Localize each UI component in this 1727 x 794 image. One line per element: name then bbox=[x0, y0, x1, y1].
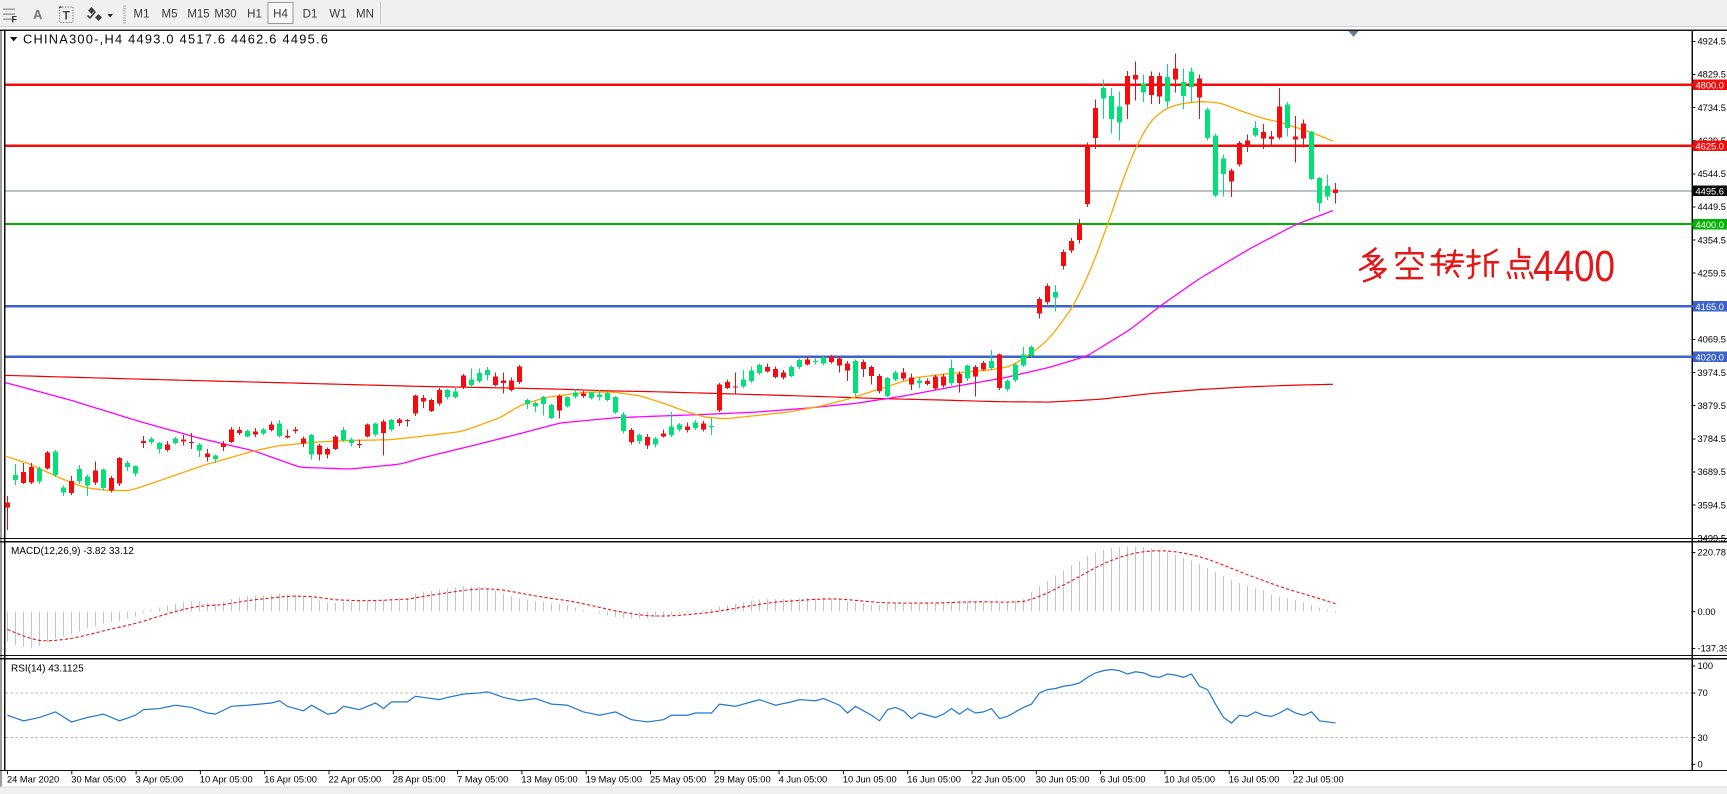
svg-text:0: 0 bbox=[1698, 760, 1703, 770]
svg-text:25 May 05:00: 25 May 05:00 bbox=[650, 775, 706, 785]
svg-text:4734.5: 4734.5 bbox=[1698, 103, 1726, 113]
svg-text:16 Jun 05:00: 16 Jun 05:00 bbox=[907, 775, 961, 785]
svg-text:30 Jun 05:00: 30 Jun 05:00 bbox=[1036, 775, 1090, 785]
svg-text:MN: MN bbox=[356, 9, 374, 21]
svg-text:M5: M5 bbox=[162, 9, 178, 21]
svg-text:4625.0: 4625.0 bbox=[1696, 141, 1724, 151]
svg-text:M1: M1 bbox=[134, 9, 150, 21]
svg-text:19 May 05:00: 19 May 05:00 bbox=[586, 775, 642, 785]
svg-text:70: 70 bbox=[1698, 688, 1708, 698]
svg-text:H1: H1 bbox=[247, 9, 262, 21]
svg-text:3499.5: 3499.5 bbox=[1698, 533, 1726, 543]
svg-text:4449.5: 4449.5 bbox=[1698, 202, 1726, 212]
svg-text:13 May 05:00: 13 May 05:00 bbox=[521, 775, 577, 785]
svg-text:3689.5: 3689.5 bbox=[1698, 467, 1726, 477]
svg-text:16 Jul 05:00: 16 Jul 05:00 bbox=[1229, 775, 1280, 785]
svg-text:F: F bbox=[12, 15, 18, 25]
svg-text:0.00: 0.00 bbox=[1698, 607, 1716, 617]
svg-text:W1: W1 bbox=[329, 9, 346, 21]
svg-text:22 Jun 05:00: 22 Jun 05:00 bbox=[972, 775, 1026, 785]
svg-text:4495.6: 4495.6 bbox=[1696, 186, 1724, 196]
svg-text:4069.5: 4069.5 bbox=[1698, 335, 1726, 345]
svg-text:29 May 05:00: 29 May 05:00 bbox=[714, 775, 770, 785]
svg-text:10 Apr 05:00: 10 Apr 05:00 bbox=[200, 775, 253, 785]
svg-text:4354.5: 4354.5 bbox=[1698, 235, 1726, 245]
svg-text:MACD(12,26,9) -3.82 33.12: MACD(12,26,9) -3.82 33.12 bbox=[11, 546, 134, 557]
svg-text:4400.0: 4400.0 bbox=[1696, 220, 1724, 230]
svg-text:22 Apr 05:00: 22 Apr 05:00 bbox=[329, 775, 382, 785]
svg-text:M30: M30 bbox=[214, 9, 236, 21]
svg-text:7 May 05:00: 7 May 05:00 bbox=[457, 775, 508, 785]
svg-text:10 Jul 05:00: 10 Jul 05:00 bbox=[1164, 775, 1215, 785]
svg-text:4 Jun 05:00: 4 Jun 05:00 bbox=[779, 775, 828, 785]
svg-text:3974.5: 3974.5 bbox=[1698, 368, 1726, 378]
svg-text:4020.0: 4020.0 bbox=[1696, 352, 1724, 362]
svg-text:30: 30 bbox=[1698, 733, 1708, 743]
svg-text:RSI(14) 43.1125: RSI(14) 43.1125 bbox=[11, 664, 84, 675]
svg-text:H4: H4 bbox=[273, 9, 288, 21]
svg-text:3784.5: 3784.5 bbox=[1698, 434, 1726, 444]
svg-text:6 Jul 05:00: 6 Jul 05:00 bbox=[1100, 775, 1146, 785]
svg-text:4165.0: 4165.0 bbox=[1696, 302, 1724, 312]
svg-text:4259.5: 4259.5 bbox=[1698, 268, 1726, 278]
svg-text:22 Jul 05:00: 22 Jul 05:00 bbox=[1293, 775, 1344, 785]
svg-text:CHINA300-,H4 4493.0 4517.6 44: CHINA300-,H4 4493.0 4517.6 4462.6 4495.6 bbox=[23, 32, 329, 47]
svg-text:100: 100 bbox=[1698, 661, 1714, 671]
svg-text:3879.5: 3879.5 bbox=[1698, 401, 1726, 411]
svg-text:A: A bbox=[33, 7, 43, 22]
svg-text:24 Mar 2020: 24 Mar 2020 bbox=[7, 775, 59, 785]
svg-text:4829.5: 4829.5 bbox=[1698, 70, 1726, 80]
svg-text:4800.0: 4800.0 bbox=[1696, 80, 1724, 90]
svg-text:D1: D1 bbox=[303, 9, 318, 21]
svg-text:16 Apr 05:00: 16 Apr 05:00 bbox=[264, 775, 317, 785]
svg-text:T: T bbox=[63, 9, 71, 23]
svg-text:-137.39: -137.39 bbox=[1698, 644, 1727, 654]
svg-text:220.78: 220.78 bbox=[1698, 548, 1726, 558]
svg-text:3594.5: 3594.5 bbox=[1698, 500, 1726, 510]
svg-text:30 Mar 05:00: 30 Mar 05:00 bbox=[71, 775, 126, 785]
svg-text:4544.5: 4544.5 bbox=[1698, 169, 1726, 179]
svg-text:3 Apr 05:00: 3 Apr 05:00 bbox=[136, 775, 184, 785]
svg-text:4400: 4400 bbox=[1533, 242, 1615, 291]
svg-text:4924.5: 4924.5 bbox=[1698, 37, 1726, 47]
svg-text:M15: M15 bbox=[187, 9, 209, 21]
svg-text:28 Apr 05:00: 28 Apr 05:00 bbox=[393, 775, 446, 785]
svg-text:10 Jun 05:00: 10 Jun 05:00 bbox=[843, 775, 897, 785]
